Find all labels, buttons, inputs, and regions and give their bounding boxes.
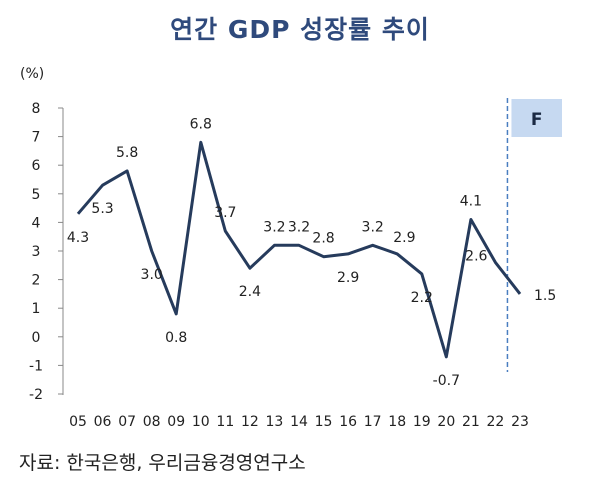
gdp-growth-line xyxy=(76,140,522,359)
data-label: 2.8 xyxy=(312,231,334,247)
x-tick-label: 20 xyxy=(437,414,455,430)
chart-title: 연간 GDP 성장률 추이 xyxy=(170,15,430,44)
data-label: 6.8 xyxy=(190,116,212,132)
y-tick-label: 6 xyxy=(32,158,41,174)
x-tick-label: 06 xyxy=(94,414,112,430)
y-tick-label: 1 xyxy=(32,301,41,317)
data-label: 3.0 xyxy=(141,267,163,283)
data-label: 4.1 xyxy=(460,194,482,210)
y-tick-label: 4 xyxy=(32,215,41,231)
x-tick-label: 22 xyxy=(487,414,505,430)
data-label: 5.3 xyxy=(91,201,113,217)
x-tick-label: 13 xyxy=(266,414,284,430)
data-label: 4.3 xyxy=(67,230,89,246)
y-tick-label: -2 xyxy=(29,387,43,403)
x-tick-label: 11 xyxy=(216,414,234,430)
x-tick-label: 17 xyxy=(364,414,382,430)
source-note: 자료: 한국은행, 우리금융경영연구소 xyxy=(19,452,306,474)
x-tick-label: 14 xyxy=(290,414,308,430)
y-tick-label: 0 xyxy=(32,330,41,346)
data-label: 2.9 xyxy=(337,270,359,286)
y-tick-label: 7 xyxy=(32,130,41,146)
y-tick-label: 2 xyxy=(32,273,41,289)
x-tick-label: 09 xyxy=(167,414,185,430)
x-tick-label: 18 xyxy=(388,414,406,430)
x-tick-label: 21 xyxy=(462,414,480,430)
data-label: 0.8 xyxy=(165,330,187,346)
data-label: 1.5 xyxy=(534,288,556,304)
forecast-box xyxy=(511,99,562,137)
y-tick-label: 3 xyxy=(32,244,41,260)
x-tick-label: 07 xyxy=(118,414,136,430)
data-label: 3.2 xyxy=(263,219,285,235)
x-tick-label: 15 xyxy=(315,414,333,430)
data-label: 3.2 xyxy=(362,219,384,235)
x-tick-label: 10 xyxy=(192,414,210,430)
data-label: 2.9 xyxy=(393,230,415,246)
data-label: 2.4 xyxy=(239,284,261,300)
y-tick-label: 8 xyxy=(32,101,41,117)
data-label: 3.2 xyxy=(288,219,310,235)
data-label: 3.7 xyxy=(214,205,236,221)
y-tick-label: 5 xyxy=(32,187,41,203)
x-tick-label: 16 xyxy=(339,414,357,430)
x-tick-label: 19 xyxy=(413,414,431,430)
x-tick-label: 12 xyxy=(241,414,259,430)
data-label: -0.7 xyxy=(433,373,460,389)
forecast-label: F xyxy=(531,110,543,130)
x-tick-label: 08 xyxy=(143,414,161,430)
x-tick-label: 05 xyxy=(69,414,87,430)
data-label: 2.2 xyxy=(411,290,433,306)
data-label: 5.8 xyxy=(116,145,138,161)
y-tick-label: -1 xyxy=(29,358,43,374)
data-label: 2.6 xyxy=(465,248,487,264)
y-axis-label: (%) xyxy=(20,66,44,82)
x-tick-label: 23 xyxy=(511,414,529,430)
